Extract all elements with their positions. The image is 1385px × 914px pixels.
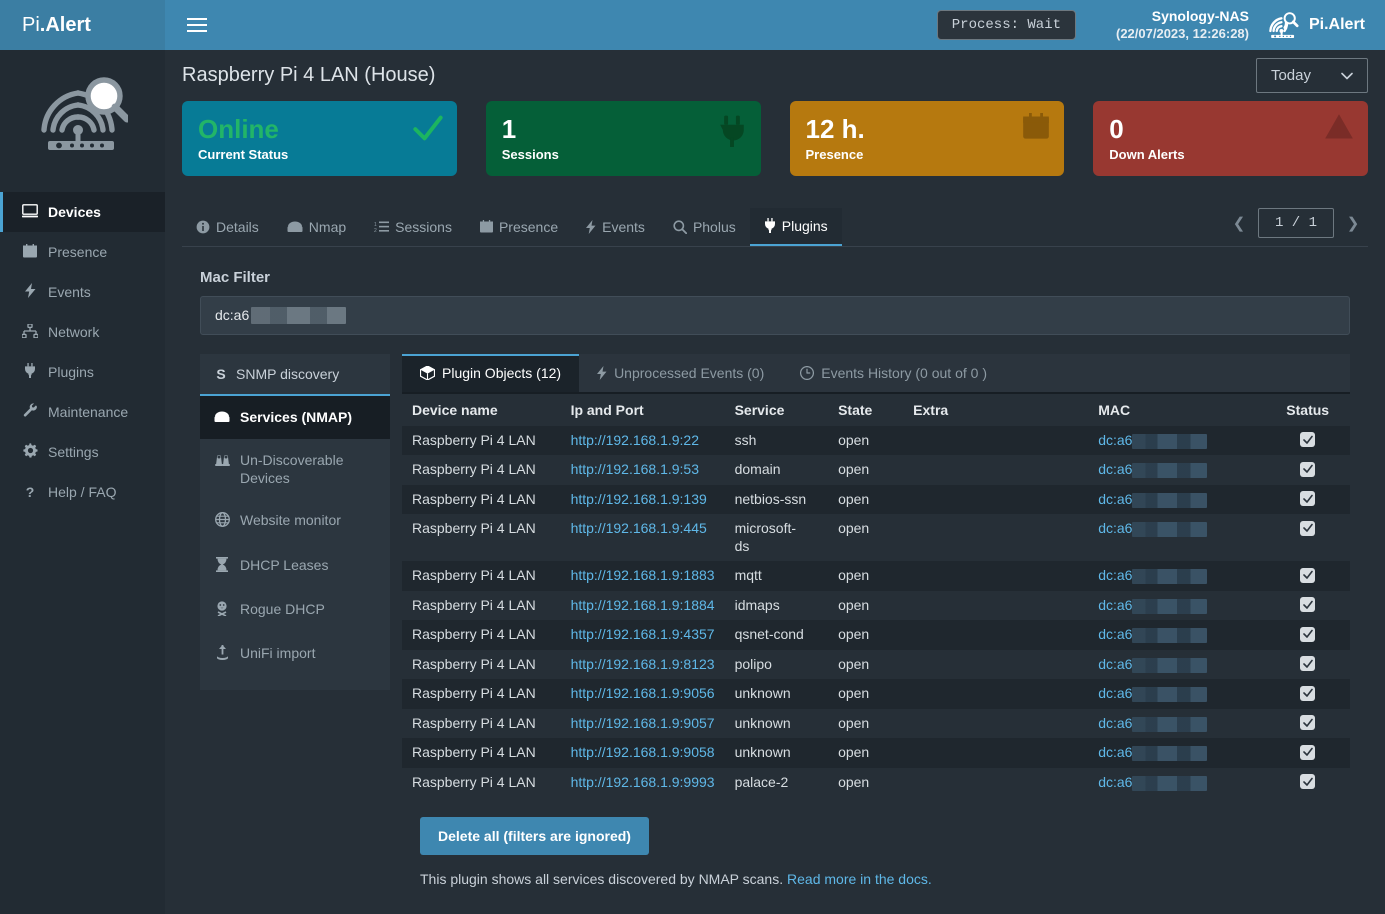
svg-text:2: 2 [374, 228, 377, 233]
